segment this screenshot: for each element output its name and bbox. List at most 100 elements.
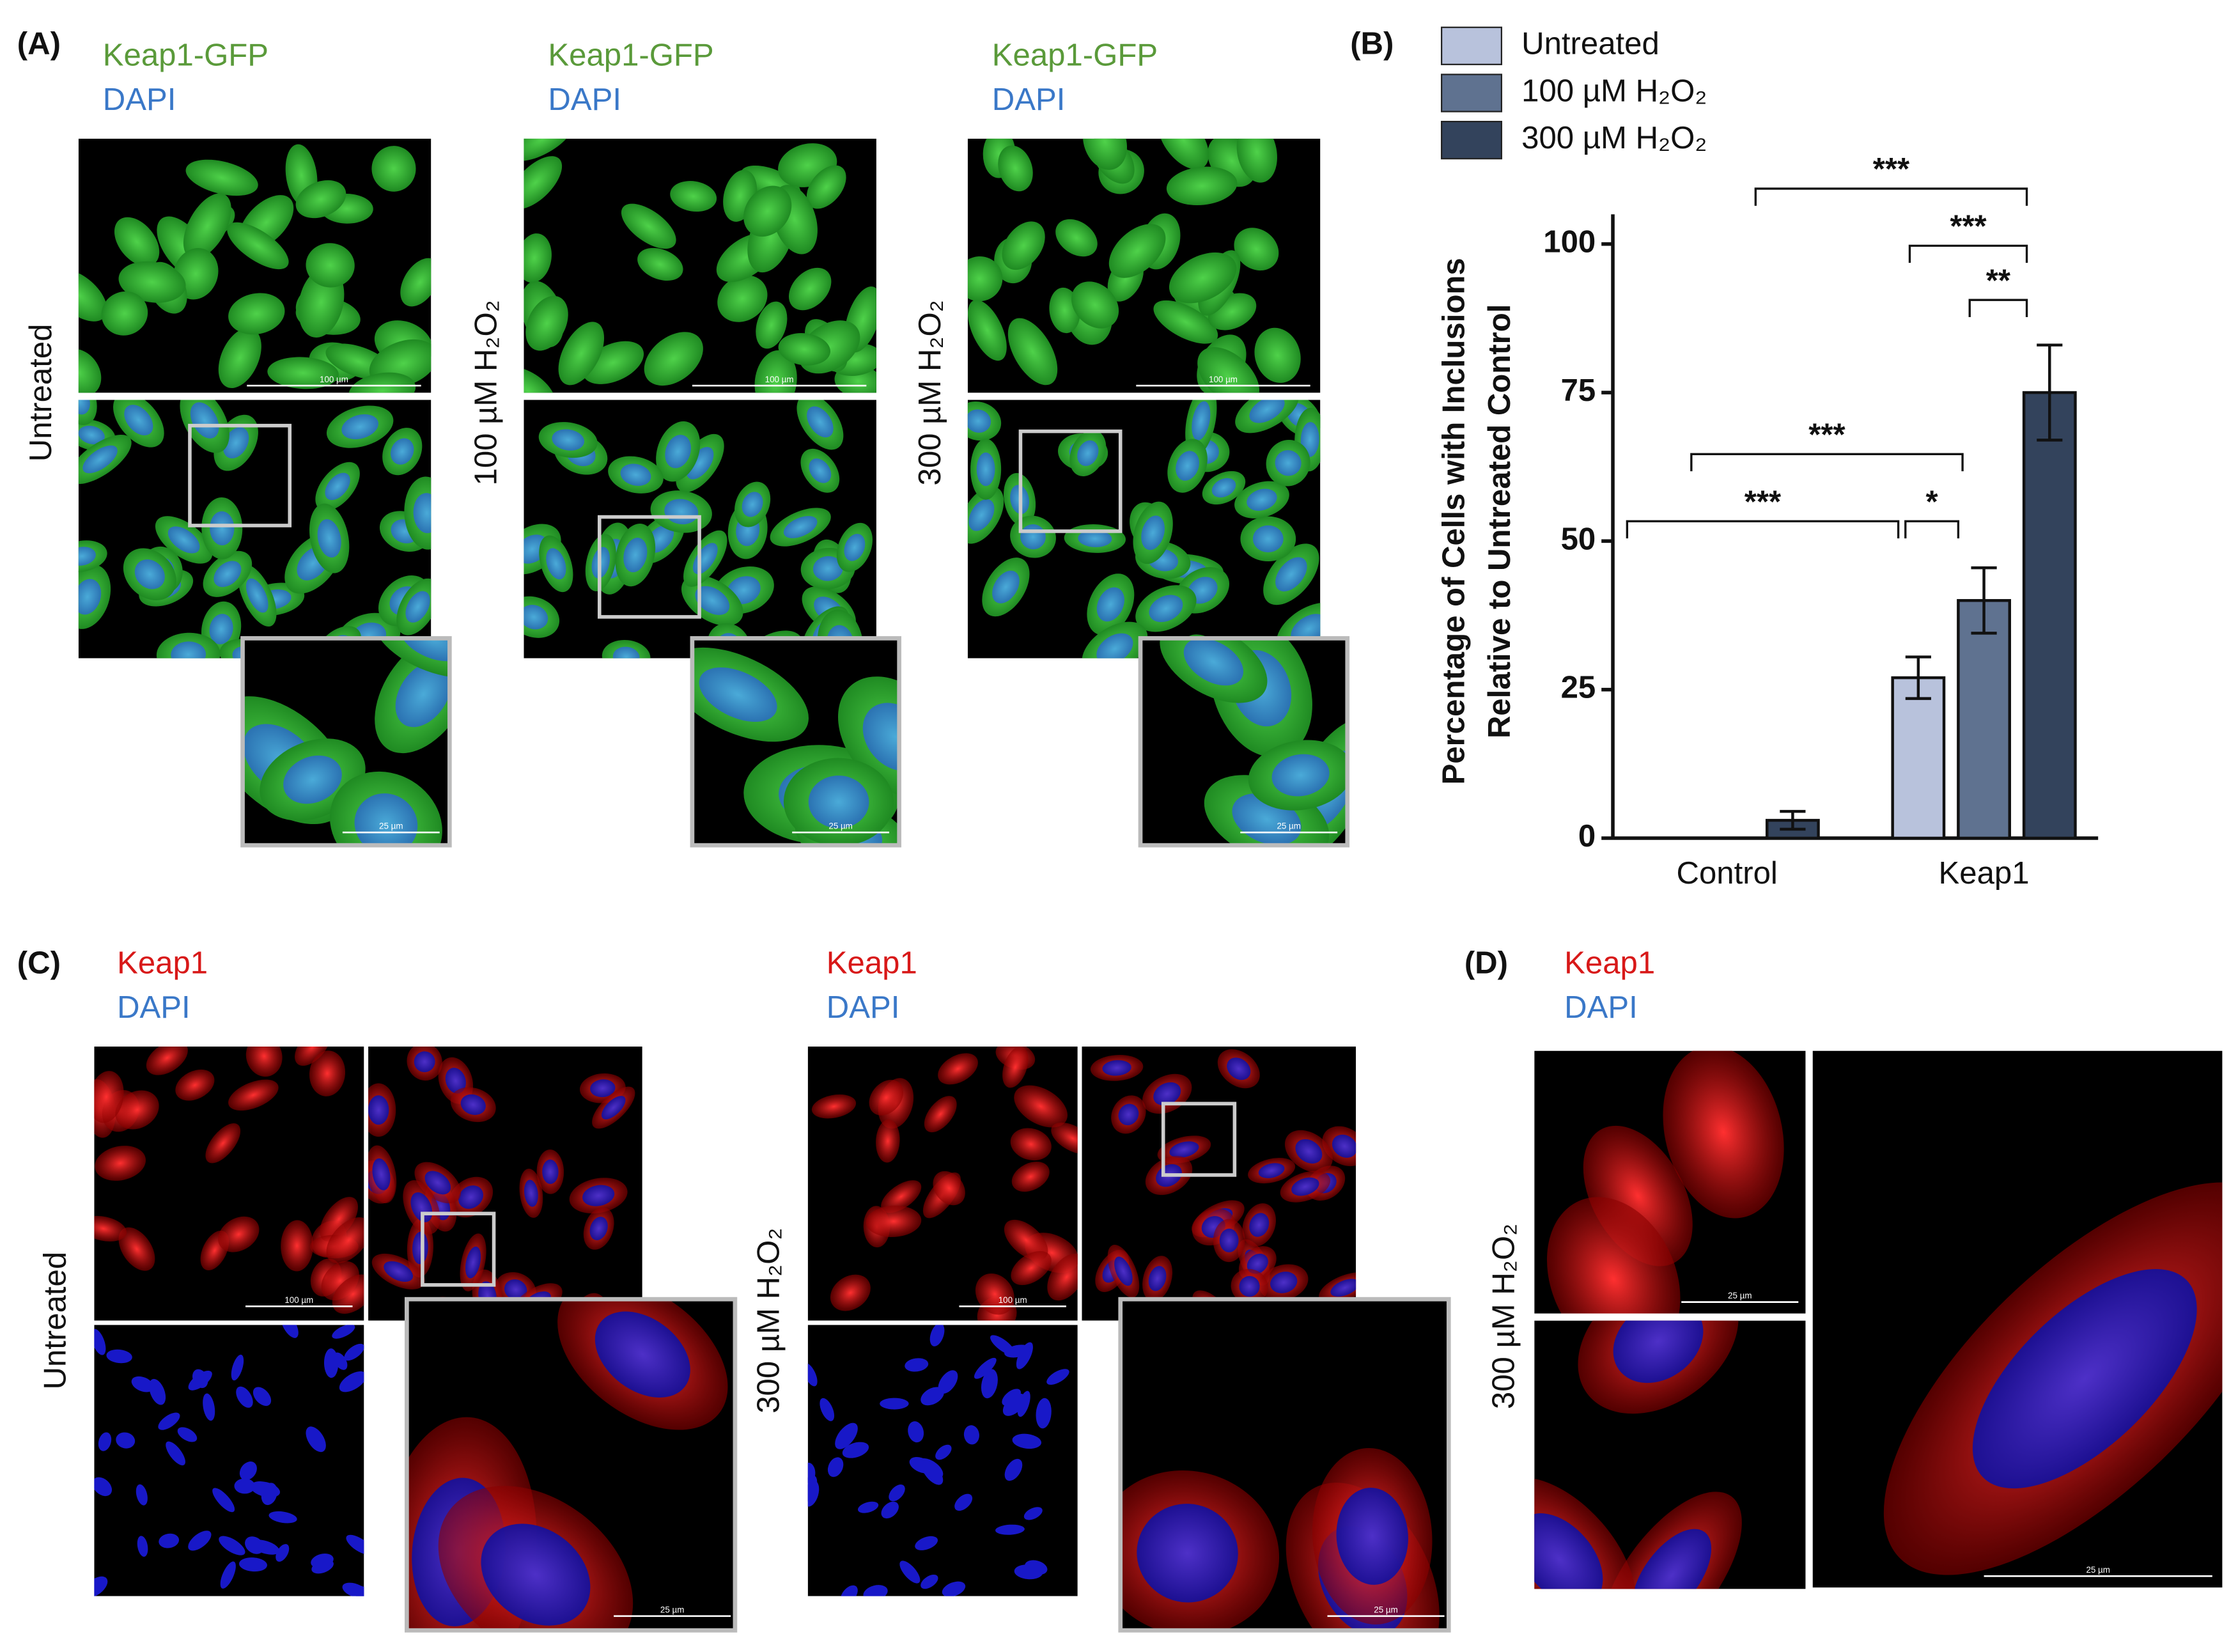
nucleus (82, 445, 118, 474)
cell (788, 267, 832, 311)
nucleus (1534, 1513, 1603, 1589)
nucleus (106, 1349, 132, 1364)
cell (295, 180, 346, 219)
nucleus (974, 1357, 997, 1379)
nucleus (1176, 451, 1199, 481)
nucleus (414, 1051, 435, 1073)
legend-label: 300 µM H₂O₂ (1521, 121, 1707, 155)
scale-label: 100 µm (999, 1295, 1027, 1305)
nucleus (938, 1370, 958, 1394)
cell (94, 1215, 127, 1242)
nucleus (137, 1536, 148, 1557)
cell (94, 1071, 124, 1123)
nucleus (405, 591, 430, 623)
nucleus (209, 614, 233, 644)
nucleus (909, 1456, 933, 1474)
nucleus (253, 1387, 272, 1407)
cell (967, 300, 1007, 361)
nucleus (1078, 530, 1112, 547)
cell (1546, 1197, 1681, 1314)
cell (227, 222, 289, 270)
scale-label: 25 µm (379, 822, 403, 831)
nucleus (1102, 1060, 1131, 1076)
cell (754, 350, 797, 393)
significance-bracket (1626, 520, 1900, 539)
nucleus (368, 1095, 389, 1125)
nucleus (465, 1246, 481, 1279)
nucleus (812, 556, 843, 581)
cell (95, 1146, 146, 1181)
image-bg (807, 1325, 1078, 1596)
cell (876, 1119, 900, 1163)
legend-swatch (1440, 26, 1503, 65)
y-tick-label: 0 (1578, 819, 1596, 853)
cell (1011, 1162, 1050, 1192)
cell (869, 1080, 904, 1116)
cell (975, 1273, 1014, 1315)
nucleus (1275, 557, 1307, 592)
nucleus (212, 1488, 235, 1513)
nucleus (612, 646, 640, 658)
micrograph (807, 1325, 1078, 1596)
nucleus (1036, 1398, 1052, 1429)
cell (1166, 166, 1238, 206)
nucleus (844, 534, 866, 561)
nucleus (504, 1279, 527, 1300)
cell (218, 1216, 260, 1252)
zoom-box (188, 423, 292, 527)
cell (332, 1274, 364, 1314)
nucleus (842, 1442, 869, 1458)
nucleus (1046, 1369, 1069, 1385)
nucleus (1330, 1279, 1356, 1297)
significance-label: ** (1986, 263, 2011, 298)
nucleus (283, 755, 342, 804)
nucleus (589, 1217, 608, 1240)
nucleus (78, 579, 102, 615)
micrograph (1140, 638, 1348, 846)
nucleus (808, 775, 869, 829)
cell (101, 291, 148, 336)
bar (2022, 391, 2077, 840)
nucleus (905, 1358, 929, 1372)
condition-label: 300 µM H₂O₂ (1487, 1224, 1521, 1409)
nucleus (862, 703, 899, 772)
nucleus (311, 1554, 334, 1568)
cell (306, 243, 355, 288)
significance-label: *** (1873, 152, 1910, 187)
cell (1254, 327, 1301, 383)
cell (524, 367, 556, 393)
nucleus (601, 1096, 626, 1119)
panel-label: (D) (1465, 946, 1508, 981)
nucleus (236, 1386, 253, 1408)
nucleus (524, 1180, 538, 1207)
nucleus (1153, 1082, 1181, 1106)
panel-label: (A) (17, 27, 61, 61)
nucleus (131, 1376, 154, 1392)
nucleus (245, 578, 268, 613)
nucleus (281, 1325, 299, 1338)
stain-label: Keap1 (117, 946, 208, 981)
significance-bracket (1754, 187, 2028, 206)
cell (78, 269, 107, 322)
nucleus (1012, 1433, 1042, 1449)
cell (1071, 281, 1119, 329)
y-tick-label: 100 (1543, 225, 1596, 260)
cell (644, 332, 703, 386)
y-tick-label: 50 (1561, 522, 1596, 556)
scale-label: 25 µm (660, 1605, 684, 1614)
panel-label: (B) (1350, 27, 1394, 61)
cell (1002, 221, 1045, 270)
cell (524, 156, 563, 209)
stain-label: Keap1-GFP (103, 38, 268, 73)
nucleus (424, 1171, 451, 1195)
significance-bracket (1904, 520, 1960, 539)
x-tick-label: Control (1677, 856, 1778, 891)
nucleus (963, 1425, 979, 1445)
cell (717, 275, 768, 322)
nucleus (1211, 478, 1236, 498)
nucleus (1258, 1163, 1285, 1178)
stain-label: DAPI (548, 82, 621, 117)
nucleus (990, 1335, 1015, 1355)
nucleus (1118, 1103, 1139, 1126)
nucleus (968, 499, 995, 531)
